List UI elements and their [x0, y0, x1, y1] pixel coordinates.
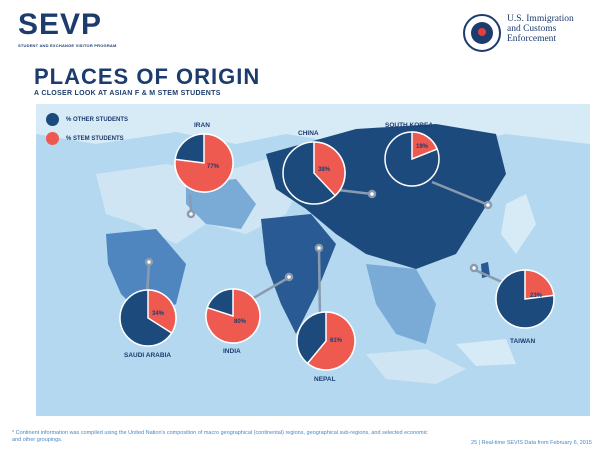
pie-slice-stem	[524, 269, 555, 300]
pie-slice-stem	[313, 141, 346, 197]
legend-label-other: % OTHER STUDENTS	[66, 116, 129, 123]
pie-value-saudi-arabia: 34%	[152, 311, 165, 317]
pie-saudi-arabia	[119, 289, 177, 347]
pie-value-nepal: 61%	[330, 338, 343, 344]
pie-slice-stem	[174, 133, 234, 193]
pie-value-china: 38%	[318, 167, 331, 173]
sevp-logo: SEVP STUDENT AND EXCHANGE VISITOR PROGRA…	[18, 8, 117, 49]
dhs-seal-icon	[463, 14, 501, 52]
legend-swatch-other	[46, 113, 59, 126]
pie-value-south-korea: 19%	[416, 144, 429, 150]
legend-swatch-stem	[46, 132, 59, 145]
logo-text: SEVP	[18, 8, 103, 41]
pie-slice-stem	[147, 289, 177, 335]
pie-south-korea	[384, 131, 440, 187]
source-note: 25 | Real-time SEVIS Data from February …	[471, 440, 592, 446]
legend-item-other: % OTHER STUDENTS	[46, 113, 128, 126]
country-label-taiwan: TAIWAN	[510, 338, 536, 345]
pie-slice-stem	[411, 131, 439, 161]
pie-slice-stem	[205, 288, 261, 344]
agency-line-2: and Customs	[507, 24, 557, 34]
pie-value-india: 80%	[234, 319, 247, 325]
pie-china	[282, 141, 346, 205]
pie-value-taiwan: 23%	[530, 293, 543, 299]
footnote: * Continent information was compiled usi…	[12, 430, 428, 443]
page-title: PLACES OF ORIGIN	[34, 64, 261, 89]
country-label-saudi-arabia: SAUDI ARABIA	[124, 352, 172, 359]
page-subtitle: A CLOSER LOOK AT ASIAN F & M STEM STUDEN…	[34, 90, 221, 97]
pie-value-iran: 77%	[207, 164, 220, 170]
legend-label-stem: % STEM STUDENTS	[66, 135, 124, 142]
pie-nepal	[296, 311, 356, 371]
country-label-south-korea: SOUTH KOREA	[385, 122, 434, 129]
agency-line-1: U.S. Immigration	[507, 14, 574, 24]
agency-line-3: Enforcement	[507, 34, 557, 44]
country-label-nepal: NEPAL	[314, 376, 336, 383]
pie-slice-stem	[306, 311, 356, 371]
country-label-china: CHINA	[298, 130, 319, 137]
legend: % OTHER STUDENTS % STEM STUDENTS	[46, 113, 128, 151]
agency-logo: U.S. Immigration and Customs Enforcement	[463, 14, 574, 52]
pie-iran	[174, 133, 234, 193]
pie-india	[205, 288, 261, 344]
logo-subtitle: STUDENT AND EXCHANGE VISITOR PROGRAM	[18, 43, 117, 48]
legend-item-stem: % STEM STUDENTS	[46, 132, 128, 145]
pie-taiwan	[495, 269, 555, 329]
country-label-iran: IRAN	[194, 122, 210, 129]
country-label-india: INDIA	[223, 348, 241, 355]
